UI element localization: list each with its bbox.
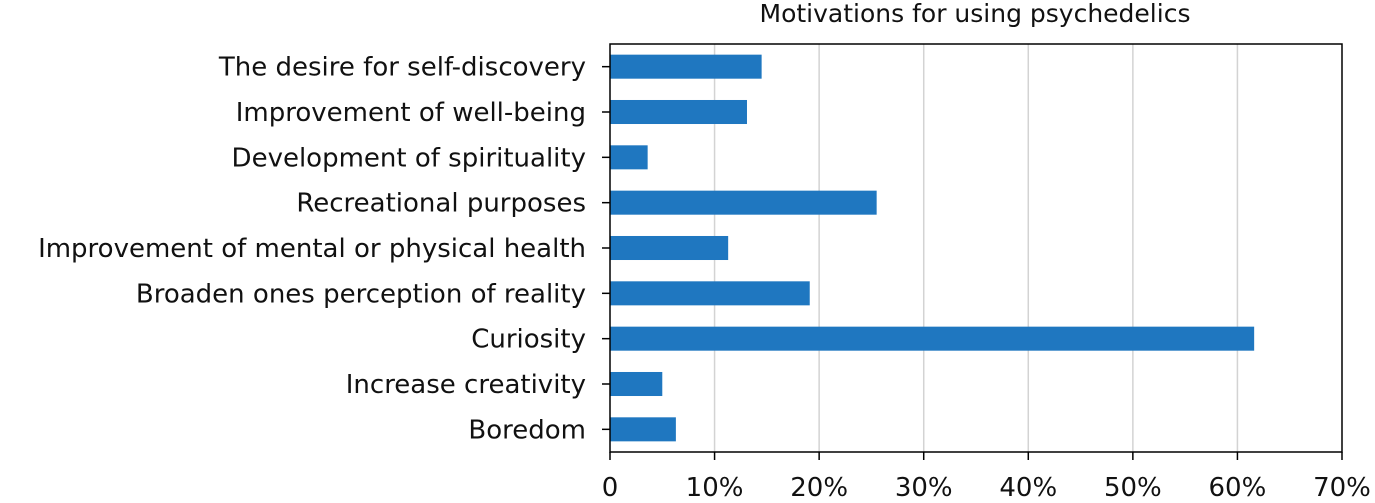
category-label: Improvement of mental or physical health xyxy=(38,234,586,264)
bar xyxy=(610,281,810,306)
category-label: Development of spirituality xyxy=(232,143,586,173)
bar xyxy=(610,145,648,170)
chart-title: Motivations for using psychedelics xyxy=(760,0,1191,28)
x-tick-labels: 0 10% 20% 30% 40% 50% 60% 70% xyxy=(602,473,1371,503)
y-ticks xyxy=(602,65,610,431)
bar xyxy=(610,99,747,125)
x-tick-label: 60% xyxy=(1209,473,1267,503)
category-label: Increase creativity xyxy=(346,370,586,400)
bar xyxy=(610,371,663,397)
x-tick-label: 0 xyxy=(602,473,619,503)
category-label: Recreational purposes xyxy=(296,189,586,219)
grid-lines xyxy=(713,44,1239,452)
category-label: The desire for self-discovery xyxy=(218,53,586,83)
category-label: Boredom xyxy=(468,415,586,445)
bar xyxy=(610,235,729,261)
x-tick-label: 10% xyxy=(686,473,744,503)
bars xyxy=(610,54,1255,442)
x-tick-label: 50% xyxy=(1104,473,1162,503)
category-label: Improvement of well-being xyxy=(236,98,586,128)
category-labels: The desire for self-discovery Improvement… xyxy=(38,53,586,446)
bar xyxy=(610,417,676,442)
x-tick-label: 40% xyxy=(999,473,1057,503)
x-tick-label: 20% xyxy=(790,473,848,503)
category-label: Curiosity xyxy=(471,325,586,355)
bar xyxy=(610,54,762,79)
bar xyxy=(610,326,1255,351)
x-tick-label: 30% xyxy=(895,473,953,503)
x-tick-label: 70% xyxy=(1313,473,1371,503)
x-ticks xyxy=(609,452,1343,460)
category-label: Broaden ones perception of reality xyxy=(136,279,586,309)
bar xyxy=(610,190,877,215)
